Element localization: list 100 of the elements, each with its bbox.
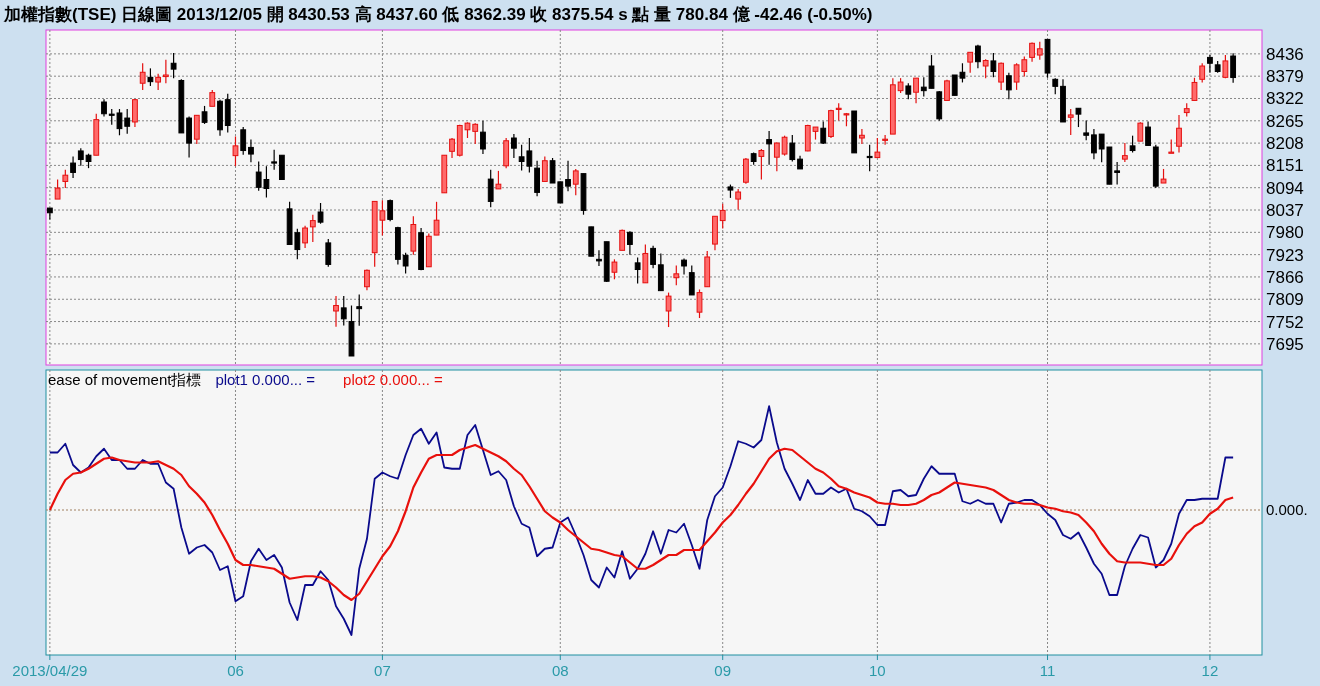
candlestick xyxy=(735,188,742,211)
candlestick xyxy=(487,169,494,208)
candlestick xyxy=(913,77,919,104)
candlestick xyxy=(1036,41,1043,61)
candlestick xyxy=(1191,77,1198,102)
y-tick-label: 8208 xyxy=(1266,134,1304,154)
candlestick xyxy=(866,144,873,172)
candlestick xyxy=(1075,107,1082,128)
candlestick xyxy=(882,134,889,146)
candlestick xyxy=(387,198,394,222)
y-tick-label: 8151 xyxy=(1266,156,1304,176)
candlestick xyxy=(773,141,780,172)
candlestick xyxy=(240,126,247,156)
candlestick xyxy=(859,128,865,145)
y-tick-label: 8037 xyxy=(1266,201,1304,221)
candlestick xyxy=(132,98,138,128)
candlestick xyxy=(1176,114,1182,154)
x-tick-label: 07 xyxy=(374,662,391,679)
candlestick xyxy=(627,230,633,256)
text: plot1 0.000... = xyxy=(215,371,316,388)
ref-line-label: 0.000. xyxy=(1266,501,1308,518)
candlestick xyxy=(193,114,200,145)
candlestick xyxy=(665,292,672,328)
candlestick xyxy=(449,137,455,159)
y-tick-label: 7752 xyxy=(1266,312,1304,332)
candlestick xyxy=(1091,128,1097,160)
candlestick xyxy=(696,288,703,319)
candlestick xyxy=(758,148,765,181)
candlestick xyxy=(70,155,76,179)
y-tick-label: 7980 xyxy=(1266,223,1304,243)
x-tick-label: 10 xyxy=(869,662,886,679)
x-tick-label: 08 xyxy=(551,662,569,679)
y-tick-label: 8265 xyxy=(1266,111,1304,131)
candlestick xyxy=(309,214,316,243)
candlestick xyxy=(340,295,347,327)
candlestick xyxy=(248,138,254,163)
chart-title: 加權指數(TSE) 日線圖 2013/12/05 開 8430.53 高 8437.60 低 8362.39 收 8375.54 s 點 量 780.84 億 -42.46 (-0.50%) xyxy=(3,5,873,24)
y-tick-label: 8322 xyxy=(1266,89,1304,109)
candlestick xyxy=(1114,161,1121,186)
candlestick xyxy=(480,120,486,155)
candlestick xyxy=(325,238,332,268)
candlestick xyxy=(596,249,602,267)
candlestick xyxy=(565,160,571,192)
x-tick-label: 09 xyxy=(714,662,732,679)
x-tick-label: 2013/04/29 xyxy=(12,662,88,679)
candlestick xyxy=(511,133,517,159)
candlestick xyxy=(766,130,772,166)
candlestick xyxy=(271,149,278,171)
candlestick xyxy=(1005,72,1012,100)
x-tick-label: 11 xyxy=(1039,662,1056,679)
candlestick xyxy=(1083,119,1090,141)
y-tick-label: 7923 xyxy=(1266,245,1304,265)
candlestick xyxy=(874,137,881,159)
candlestick xyxy=(541,155,548,183)
candlestick xyxy=(356,293,363,327)
text: plot2 0.000... = xyxy=(343,371,443,388)
candlestick xyxy=(139,62,146,91)
candlestick xyxy=(650,245,656,269)
candlestick xyxy=(673,265,680,286)
candlestick xyxy=(820,120,827,145)
candlestick xyxy=(789,134,796,163)
candlestick xyxy=(155,73,162,91)
candlestick xyxy=(743,157,749,185)
candlestick xyxy=(62,169,69,189)
candlestick xyxy=(1230,52,1237,84)
candlestick xyxy=(781,135,788,157)
x-tick-label: 12 xyxy=(1201,662,1219,679)
candlestick xyxy=(967,51,974,74)
candlestick xyxy=(232,135,239,167)
candlestick xyxy=(162,59,169,84)
candlestick xyxy=(1121,142,1128,163)
candlestick xyxy=(990,52,997,78)
y-tick-label: 7809 xyxy=(1266,290,1304,310)
candlestick xyxy=(302,225,308,249)
candlestick xyxy=(1207,54,1213,74)
candlestick xyxy=(634,256,641,285)
candlestick xyxy=(1067,108,1074,136)
candlestick xyxy=(572,168,579,196)
chart-title: ease of movement指標 xyxy=(48,371,202,388)
candlestick xyxy=(402,252,409,275)
x-tick-label: 06 xyxy=(227,662,244,679)
y-tick-label: 8094 xyxy=(1266,178,1304,198)
candlestick xyxy=(688,265,695,296)
candlestick xyxy=(998,61,1005,91)
y-tick-label: 8379 xyxy=(1266,67,1304,87)
candlestick xyxy=(433,201,440,236)
y-tick-label: 7866 xyxy=(1266,267,1304,287)
y-tick-label: 8436 xyxy=(1266,44,1304,64)
y-tick-label: 7695 xyxy=(1266,334,1304,354)
candlestick xyxy=(201,105,208,125)
candlestick xyxy=(54,178,61,200)
candlestick xyxy=(1199,62,1206,84)
candlestick xyxy=(333,295,339,328)
candlestick xyxy=(719,203,726,230)
candlestick xyxy=(982,58,989,79)
candlestick xyxy=(1145,120,1151,147)
candlestick xyxy=(1137,121,1144,142)
candlestick xyxy=(611,258,618,280)
candlestick xyxy=(495,170,502,190)
candlestick xyxy=(317,202,324,225)
